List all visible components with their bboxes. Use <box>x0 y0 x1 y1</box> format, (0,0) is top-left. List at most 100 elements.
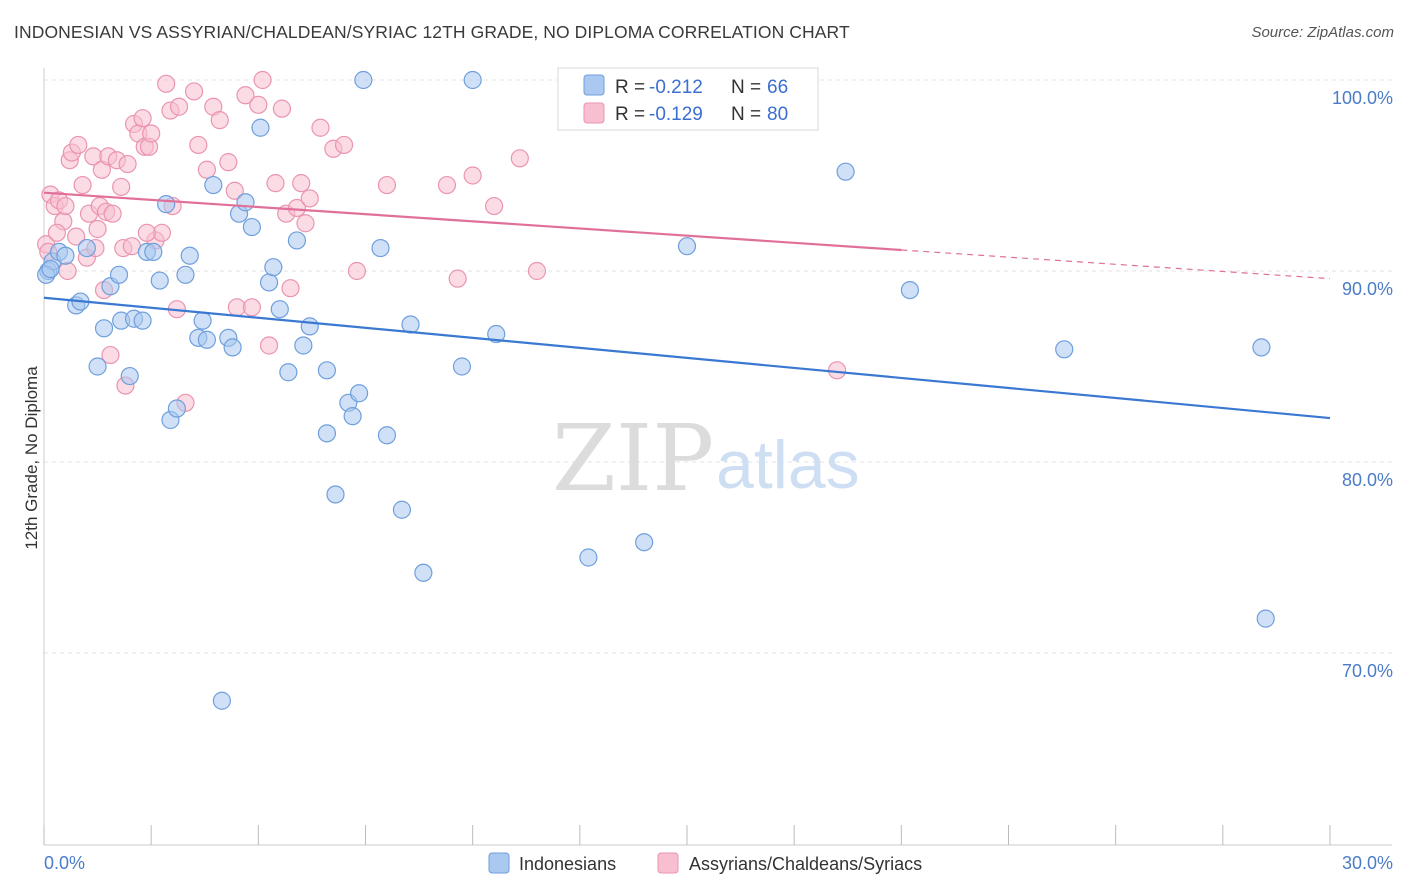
indonesians-point <box>242 217 262 237</box>
indonesians-point <box>180 246 199 265</box>
assyrians-point <box>253 70 272 90</box>
series-legend-label: Indonesians <box>519 854 616 874</box>
assyrians-point <box>292 174 311 193</box>
legend-swatch-assyrians <box>583 102 605 124</box>
assyrians-point <box>311 118 330 137</box>
assyrians-point <box>67 227 86 246</box>
indonesians-point <box>259 273 279 292</box>
indonesians-point <box>349 384 369 403</box>
legend-r-value: -0.129 <box>649 104 703 125</box>
indonesians-point <box>836 162 855 181</box>
grid-lines <box>44 79 1392 654</box>
legend-r-label: R = <box>615 77 645 98</box>
indonesians-point <box>223 338 242 357</box>
assyrians-point <box>184 82 204 101</box>
indonesians-point <box>487 324 506 344</box>
assyrians-point <box>272 99 292 118</box>
assyrians-point <box>133 109 152 128</box>
indonesians-point <box>77 238 96 258</box>
trend-line-indonesians <box>43 296 1331 420</box>
y-tick-label: 80.0% <box>1342 470 1393 490</box>
indonesians-point <box>317 424 337 443</box>
assyrians-point <box>219 153 238 172</box>
indonesians-point <box>251 118 270 137</box>
assyrians-point <box>103 204 122 223</box>
series-indonesians-points <box>37 70 1275 710</box>
indonesians-point <box>270 300 289 319</box>
assyrians-point <box>249 95 268 114</box>
indonesians-point <box>193 311 212 330</box>
watermark-zip: ZIP <box>552 405 714 512</box>
indonesians-point <box>1256 609 1275 628</box>
indonesians-point <box>109 265 129 284</box>
assyrians-point <box>118 154 137 174</box>
indonesians-point <box>204 175 223 195</box>
legend-r-value: -0.212 <box>649 77 703 98</box>
indonesians-point <box>167 399 186 418</box>
assyrians-point <box>266 174 285 193</box>
indonesians-point <box>197 330 216 349</box>
legend-n-value: 66 <box>767 77 788 98</box>
assyrians-point <box>334 135 354 155</box>
x-tick-label-min: 0.0% <box>44 853 85 873</box>
assyrians-point <box>112 177 131 197</box>
indonesians-point <box>677 237 697 256</box>
watermark: ZIP atlas <box>552 405 860 512</box>
assyrians-point <box>56 196 75 216</box>
y-tick-label: 90.0% <box>1342 279 1393 299</box>
indonesians-point <box>463 70 482 90</box>
assyrians-point <box>137 223 156 242</box>
assyrians-point <box>197 160 216 179</box>
chart-source: Source: ZipAtlas.com <box>1251 24 1394 41</box>
indonesians-point <box>88 357 107 376</box>
assyrians-point <box>242 298 262 317</box>
indonesians-point <box>579 548 598 567</box>
assyrians-point <box>527 261 547 281</box>
stats-legend: R = -0.212 N = 66 R = -0.129 N = 80 <box>557 67 819 131</box>
indonesians-point <box>414 563 433 582</box>
y-tick-label: 100.0% <box>1332 88 1393 108</box>
indonesians-point <box>133 311 152 330</box>
assyrians-point <box>377 175 397 195</box>
assyrians-point <box>437 175 457 195</box>
indonesians-point <box>392 500 412 519</box>
indonesians-point <box>287 231 307 250</box>
assyrians-point <box>73 175 92 195</box>
indonesians-point <box>900 281 920 300</box>
legend-swatch-indonesians <box>583 74 605 96</box>
indonesians-point <box>317 361 337 380</box>
assyrians-point <box>101 345 120 365</box>
indonesians-point <box>377 426 397 445</box>
y-axis-label: 12th Grade, No Diploma <box>22 366 41 550</box>
assyrians-point <box>463 166 482 185</box>
indonesians-point <box>1252 338 1271 357</box>
series-legend-swatch-indonesians <box>488 852 510 874</box>
indonesians-point <box>300 317 319 336</box>
series-assyrians-points <box>37 70 847 412</box>
assyrians-point <box>300 189 319 208</box>
assyrians-point <box>296 214 315 233</box>
indonesians-point <box>236 193 255 212</box>
assyrians-point <box>225 181 244 200</box>
trend-lines <box>43 191 1331 420</box>
trend-line-assyrians <box>43 191 902 252</box>
indonesians-point <box>41 259 60 279</box>
series-legend-label: Assyrians/Chaldeans/Syriacs <box>689 854 922 874</box>
assyrians-point <box>142 124 161 143</box>
indonesians-point <box>176 265 195 284</box>
assyrians-point <box>210 111 229 130</box>
indonesians-point <box>144 242 163 261</box>
watermark-atlas: atlas <box>716 427 860 503</box>
assyrians-point <box>157 74 176 93</box>
indonesians-point <box>354 70 373 90</box>
indonesians-point <box>635 533 654 552</box>
assyrians-point <box>47 223 66 242</box>
y-tick-label: 70.0% <box>1342 661 1393 681</box>
indonesians-point <box>1055 340 1074 359</box>
indonesians-point <box>157 195 176 214</box>
legend-n-value: 80 <box>767 104 788 125</box>
trend-line-assyrians-extension <box>901 249 1331 280</box>
indonesians-point <box>371 238 390 258</box>
assyrians-point <box>347 261 367 281</box>
legend-r-label: R = <box>615 104 645 125</box>
